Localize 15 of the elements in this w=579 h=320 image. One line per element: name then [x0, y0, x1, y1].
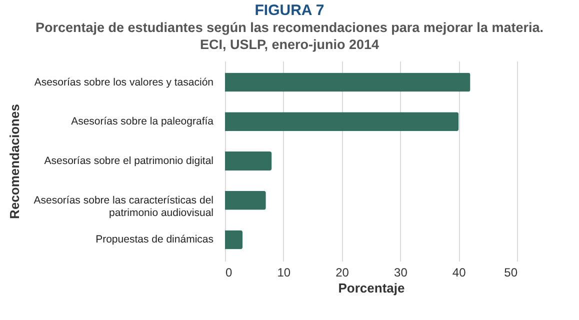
x-tick-label: 50: [504, 266, 518, 280]
y-tick-label: Asesorías sobre las características del patrimonio audiovisual: [34, 194, 214, 219]
y-tick-label: Propuestas de dinámicas: [96, 234, 214, 246]
x-tick-label: 0: [226, 266, 232, 280]
x-tick-label: 10: [277, 266, 291, 280]
x-axis-title: Porcentaje: [338, 280, 405, 296]
x-tick-label: 40: [452, 266, 466, 280]
y-tick-label: Asesorías sobre el patrimonio digital: [44, 155, 214, 167]
x-tick-label: 20: [336, 266, 350, 280]
chart-subtitle: Porcentaje de estudiantes según las recomendaciones para mejorar la materia. ECI, USLP, enero-junio 2014: [34, 19, 544, 53]
y-tick-label: Asesorías sobre los valores y tasación: [34, 76, 214, 88]
x-tick-label: 30: [394, 266, 408, 280]
y-axis-title: Recomendaciones: [6, 104, 22, 219]
chart-title: FIGURA 7: [254, 2, 326, 19]
y-tick-label: Asesorías sobre la paleografía: [71, 116, 214, 128]
